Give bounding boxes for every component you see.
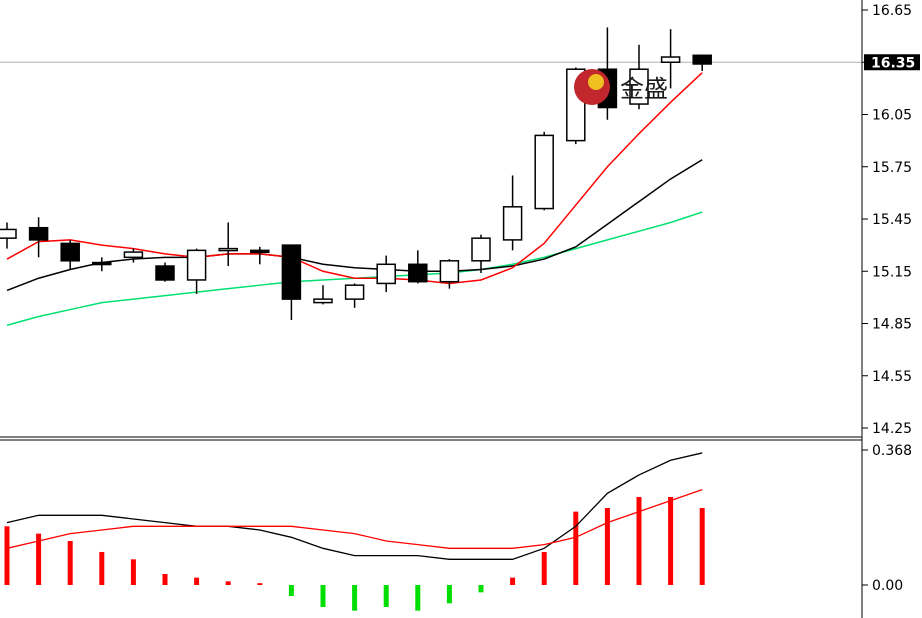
histogram-bar-positive [257,583,263,585]
histogram-bar-positive [668,496,674,585]
candle-body [60,242,80,262]
signal-line [6,489,703,549]
macd-tick-label: 0.00 [872,578,903,594]
macd-tick-label: 0.368 [872,443,912,459]
histogram-bar-positive [130,559,136,585]
candle-body [534,134,554,210]
histogram-bar-positive [194,577,200,585]
macd-axis: 0.368 0.00 [862,443,912,594]
price-axis: 16.65 16.35 16.05 15.75 15.45 15.15 14.85 14.55… [862,3,920,437]
current-price-tag [864,54,920,71]
histogram-bar-positive [541,551,547,585]
histogram-bar-positive [225,581,231,585]
histogram-bar-positive [4,526,10,585]
candle-body [502,206,523,241]
price-tick-label: 15.15 [872,264,912,280]
ma-fast-line [6,72,703,285]
macd-line [6,452,703,560]
histogram-bar-negative [288,585,294,597]
candle-body [344,284,365,300]
candle-body [155,265,175,281]
price-tick-label: 14.25 [872,421,912,437]
histogram-bar-positive [510,577,516,585]
candle-body [0,228,17,239]
ma-mid-line [6,159,703,292]
candle-body [186,249,207,281]
histogram-bar-positive [99,551,105,585]
histogram-bar-negative [320,585,326,608]
candle-body [376,263,396,285]
histogram-bar-positive [636,496,642,585]
candle-body [629,68,649,105]
price-tick-label: 15.75 [872,160,912,176]
price-tick-label: 14.85 [872,317,912,333]
candle-body [92,261,112,266]
histogram-bar-positive [573,511,579,585]
histogram-bar-negative [383,585,389,608]
histogram-bar-negative [478,585,484,593]
price-tick-label: 16.05 [872,108,912,124]
price-tick-label: 15.45 [872,212,912,228]
candle-body [218,247,238,252]
candle-body [313,298,333,304]
histogram-bar-positive [67,540,73,585]
candle-body [250,249,270,254]
watermark-text: 金盛 [620,75,668,103]
histogram-bar-positive [36,533,42,585]
histogram-bar-negative [352,585,358,611]
candle-body [471,237,491,262]
histogram-bar-positive [162,573,168,585]
price-tick-label: 16.65 [872,3,912,19]
candle-body [28,226,49,241]
histogram-bar-negative [415,585,421,611]
candle-body [660,56,681,64]
histogram-bar-negative [446,585,452,604]
candle-body [281,244,302,300]
candle-body [123,251,144,259]
watermark-logo-sun-icon [588,74,604,90]
histogram-bar-positive [604,507,610,585]
price-tick-label: 14.55 [872,369,912,385]
candle-body [692,54,712,65]
histogram-bar-positive [699,507,705,585]
watermark: 金盛 [574,69,668,105]
macd-pane [4,452,705,611]
candle-body [408,263,428,283]
candle-body [439,260,460,283]
current-price-label: 16.35 [871,55,915,71]
